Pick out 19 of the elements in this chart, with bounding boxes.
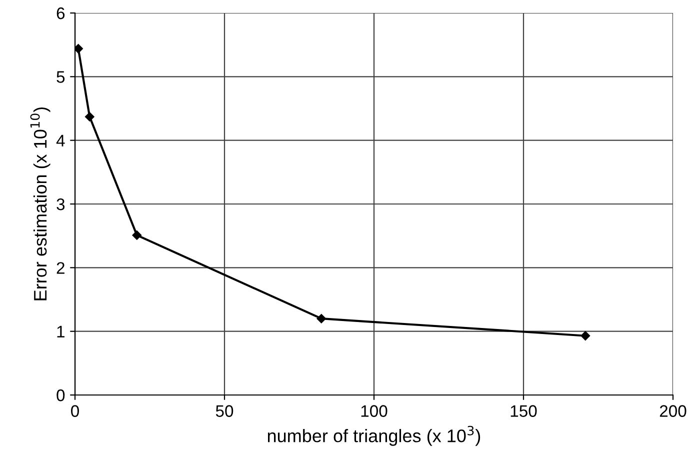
x-tick-label: 100 xyxy=(361,405,388,417)
point xyxy=(580,331,590,340)
y-axis-title: Error estimation (x 10$^{10}$) xyxy=(30,107,50,300)
x-tick-label: 0 xyxy=(71,405,79,417)
y-tick-label: 5 xyxy=(56,71,65,83)
y-tick-label: 0 xyxy=(56,389,65,402)
x-tick-label: 200 xyxy=(660,405,686,417)
point xyxy=(85,112,94,122)
y-tick-label: 6 xyxy=(56,7,65,20)
y-tick-label: 4 xyxy=(56,134,65,146)
y-tick-label: 2 xyxy=(56,262,64,274)
x-tick-label: 50 xyxy=(216,405,234,417)
x-axis-title: number of triangles (x 10$^{3}$) xyxy=(268,426,480,446)
point xyxy=(316,314,326,324)
point xyxy=(75,44,83,54)
y-tick-label: 1 xyxy=(57,326,64,338)
x-tick-label: 150 xyxy=(510,405,537,417)
point xyxy=(132,230,142,240)
y-tick-label: 3 xyxy=(56,198,65,210)
